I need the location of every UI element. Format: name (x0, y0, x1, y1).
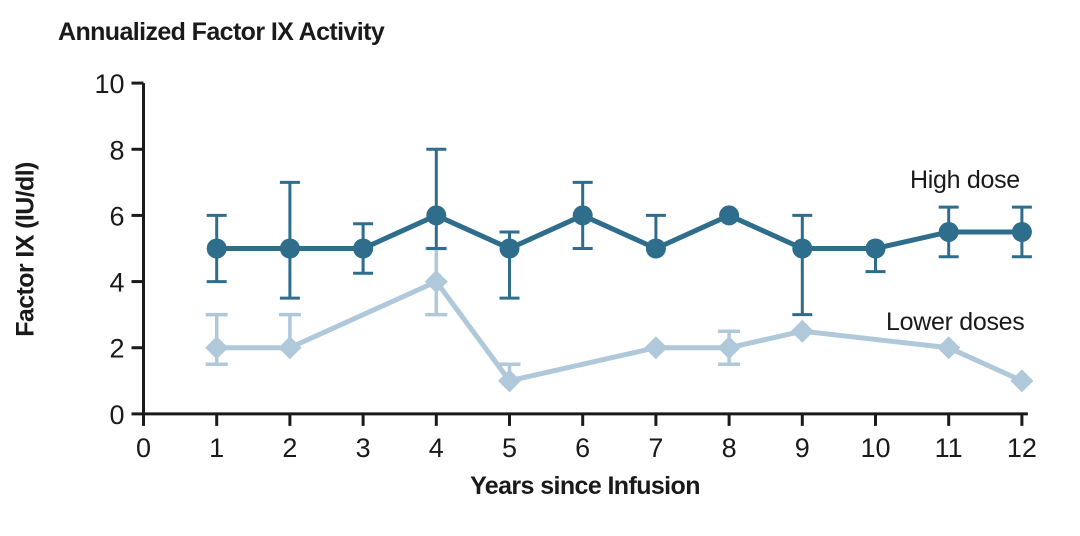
data-point-diamond (790, 319, 814, 343)
data-point-circle (1011, 221, 1032, 242)
x-tick-label: 1 (209, 433, 224, 463)
x-tick-label: 9 (795, 433, 810, 463)
data-point-diamond (644, 336, 668, 360)
x-tick-label: 5 (502, 433, 517, 463)
data-point-circle (499, 238, 520, 259)
y-tick-label: 8 (109, 135, 124, 165)
data-point-circle (353, 238, 374, 259)
x-tick-label: 4 (429, 433, 444, 463)
x-tick-label: 3 (356, 433, 371, 463)
data-point-circle (206, 238, 227, 259)
x-tick-label: 8 (722, 433, 737, 463)
x-axis-label: Years since Infusion (470, 472, 700, 500)
data-point-circle (279, 238, 300, 259)
data-point-circle (865, 238, 886, 259)
y-tick-label: 2 (109, 334, 124, 364)
x-tick-label: 2 (282, 433, 297, 463)
data-point-circle (792, 238, 813, 259)
x-tick-label: 0 (136, 433, 151, 463)
x-tick-label: 10 (860, 433, 890, 463)
data-point-circle (645, 238, 666, 259)
data-point-diamond (1010, 369, 1034, 393)
x-tick-label: 6 (575, 433, 590, 463)
chart-title: Annualized Factor IX Activity (58, 18, 385, 46)
y-tick-label: 4 (109, 268, 124, 298)
y-tick-label: 0 (109, 400, 124, 430)
series-line-high-dose (216, 212, 1022, 252)
data-point-diamond (424, 270, 448, 294)
series-line-lower-doses (216, 278, 1023, 384)
x-tick-label: 12 (1007, 433, 1037, 463)
data-point-diamond (717, 336, 741, 360)
data-point-diamond (937, 336, 961, 360)
data-point-circle (719, 205, 740, 226)
data-point-diamond (205, 336, 229, 360)
series-label-high-dose: High dose (910, 166, 1020, 194)
data-point-diamond (498, 369, 521, 393)
data-point-circle (572, 205, 593, 226)
data-point-circle (426, 205, 447, 226)
y-tick-label: 6 (109, 201, 124, 231)
x-tick-label: 11 (935, 433, 963, 463)
data-point-circle (938, 221, 959, 242)
series-label-lower-doses: Lower doses (886, 308, 1025, 336)
y-tick-label: 10 (94, 69, 124, 99)
data-point-diamond (278, 336, 302, 360)
x-tick-label: 7 (648, 433, 663, 463)
